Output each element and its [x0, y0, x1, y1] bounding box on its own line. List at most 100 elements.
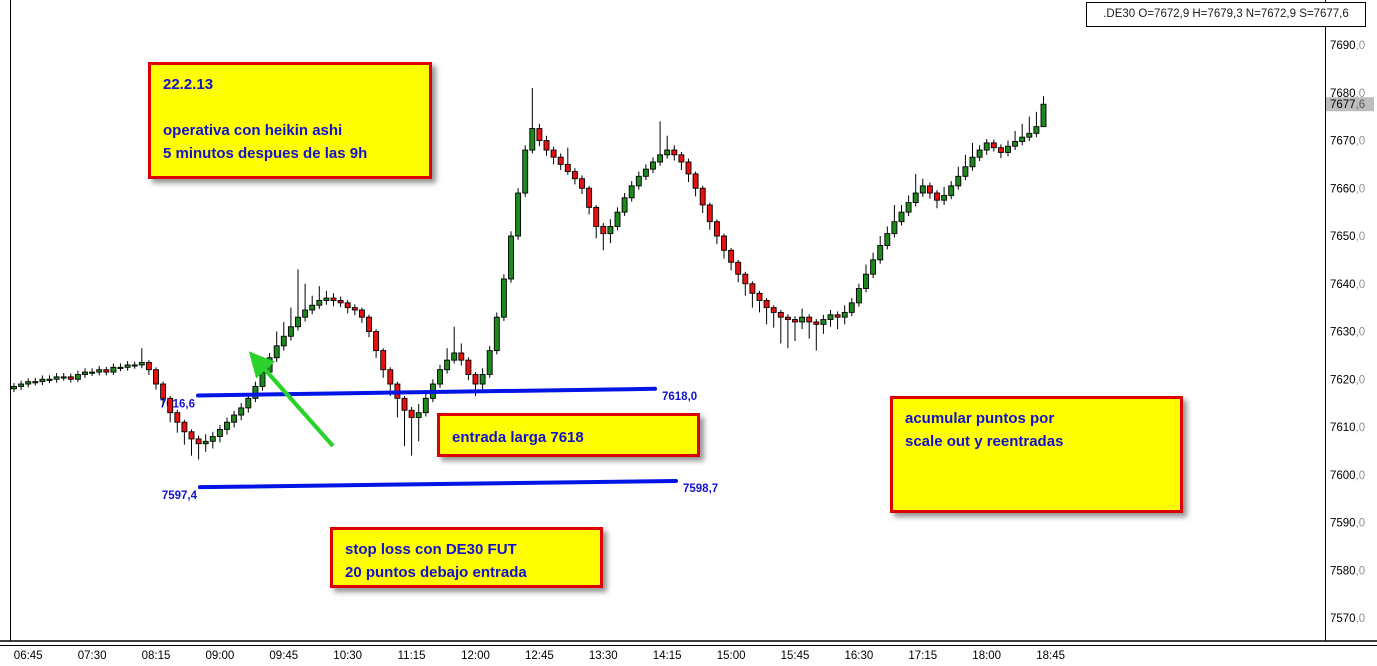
y-axis-tick-label: 7620,0 [1330, 374, 1365, 386]
candle [60, 376, 67, 379]
annotation-stoploss-note[interactable]: stop loss con DE30 FUT 20 puntos debajo … [330, 527, 603, 588]
candle [834, 314, 841, 318]
candle [536, 128, 543, 141]
candle [174, 412, 181, 423]
candle [82, 371, 88, 375]
candle [103, 369, 110, 373]
y-axis-tick-label: 7580,0 [1330, 565, 1365, 577]
x-axis-tick-label: 06:45 [14, 650, 43, 662]
candle [557, 156, 564, 165]
candle [735, 261, 742, 275]
candle [74, 374, 81, 380]
trendline-right-label: 7618,0 [662, 391, 697, 403]
current-price-marker: 7677,6 [1326, 97, 1374, 112]
candle [32, 381, 39, 384]
candle [124, 364, 131, 368]
candle [848, 302, 855, 313]
candle [607, 225, 614, 235]
candle [373, 331, 380, 352]
candle [39, 378, 46, 383]
candle [799, 316, 806, 323]
candle [926, 185, 933, 194]
candle [621, 197, 628, 213]
candle [976, 149, 983, 158]
entry-trendline[interactable] [196, 386, 657, 398]
candle [628, 185, 635, 199]
symbol-ohlc-readout: .DE30 O=7672,9 H=7679,3 N=7672,9 S=7677,… [1086, 2, 1366, 27]
candle [224, 421, 230, 430]
annotation-accumulate-note[interactable]: acumular puntos por scale out y reentrad… [890, 396, 1183, 513]
candle [827, 314, 834, 321]
candle [678, 154, 685, 163]
candle [451, 352, 458, 361]
candle [138, 362, 145, 366]
candle [295, 316, 301, 328]
candle [89, 371, 96, 374]
x-axis-tick-label: 10:30 [333, 650, 362, 662]
candle [671, 149, 678, 156]
candle [997, 147, 1004, 153]
candle [216, 428, 223, 438]
candle [195, 438, 202, 445]
candle [763, 300, 770, 309]
candle [387, 369, 394, 385]
x-axis-tick-label: 08:15 [142, 650, 171, 662]
y-axis-tick-label: 7650,0 [1330, 231, 1365, 243]
candle [713, 221, 720, 237]
candle [515, 192, 522, 237]
candle [792, 319, 798, 323]
plot-frame [0, 0, 1377, 646]
candle [273, 345, 280, 359]
candle [529, 128, 536, 151]
candle [153, 369, 159, 385]
candle [891, 221, 898, 235]
candle [18, 383, 25, 387]
candle [550, 149, 557, 158]
y-axis-tick-label: 7590,0 [1330, 518, 1365, 530]
candle [358, 309, 365, 318]
y-axis-tick-label: 7570,0 [1330, 613, 1365, 625]
x-axis-tick-label: 11:15 [398, 650, 426, 662]
note-line: operativa con heikin ashi [163, 122, 343, 139]
trendline-right-label: 7598,7 [683, 483, 718, 495]
annotation-entry-note[interactable]: entrada larga 7618 [437, 413, 700, 457]
candle [721, 235, 727, 251]
candle [870, 259, 877, 275]
note-line: acumular puntos por [905, 410, 1055, 427]
candle [110, 366, 117, 373]
candle [983, 142, 990, 151]
candle [784, 316, 791, 321]
candle [415, 412, 422, 418]
candle [330, 297, 337, 301]
candle [25, 381, 32, 385]
note-line: 22.2.13 [163, 76, 214, 93]
candle [96, 369, 103, 373]
note-line: scale out y reentradas [905, 433, 1064, 450]
candle [543, 140, 550, 151]
candle [351, 307, 358, 311]
trendline-left-label: 7597,4 [162, 490, 198, 502]
y-axis-tick-label: 7670,0 [1330, 136, 1365, 148]
candle [1005, 145, 1011, 153]
candle [67, 376, 74, 380]
x-axis-labels: 06:45 07:30 08:15 09:00 09:45 10:30 11:15 12:00… [14, 650, 1065, 662]
candle [990, 142, 997, 149]
x-axis-tick-label: 09:00 [206, 650, 235, 662]
x-axis-tick-label: 15:45 [781, 650, 810, 662]
entry-arrow[interactable] [248, 351, 335, 448]
candle [905, 202, 912, 213]
candle [600, 225, 607, 235]
candle [969, 156, 976, 168]
x-axis-tick-label: 14:15 [653, 650, 682, 662]
annotation-date-note[interactable]: 22.2.13 operativa con heikin ashi 5 minu… [148, 62, 432, 179]
candle [919, 185, 926, 194]
candle [117, 366, 124, 369]
candle [316, 300, 323, 306]
stop-trendline[interactable] [198, 478, 678, 490]
candle [955, 175, 962, 187]
candle [309, 304, 316, 311]
candle [287, 326, 294, 337]
candle [508, 235, 514, 280]
candle [699, 187, 706, 206]
